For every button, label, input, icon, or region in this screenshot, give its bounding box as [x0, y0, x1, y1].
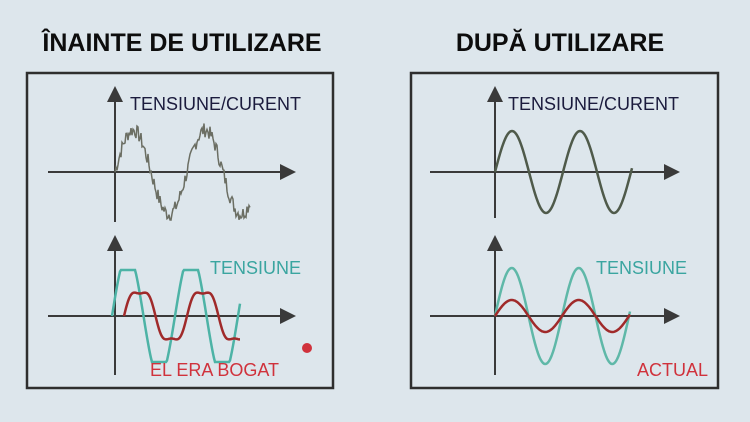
voltage-label: TENSIUNE [596, 258, 687, 278]
clean-wave [493, 129, 634, 215]
current-wave [122, 291, 240, 341]
panel-frame [25, 71, 335, 390]
panel-title: ÎNAINTE DE UTILIZARE [40, 27, 321, 57]
panel-frame [409, 71, 720, 390]
voltage-wave [110, 268, 242, 364]
icon [302, 343, 312, 353]
current-wave [493, 298, 632, 334]
noisy-wave [114, 123, 251, 221]
voltage-label: TENSIUNE [210, 258, 301, 278]
waveform-label: TENSIUNE/CURENT [130, 94, 301, 114]
panel-title: DUPĂ UTILIZARE [456, 28, 664, 57]
current-label: ACTUAL [637, 360, 708, 380]
current-label: EL ERA BOGAT [150, 360, 279, 380]
waveform-label: TENSIUNE/CURENT [508, 94, 679, 114]
